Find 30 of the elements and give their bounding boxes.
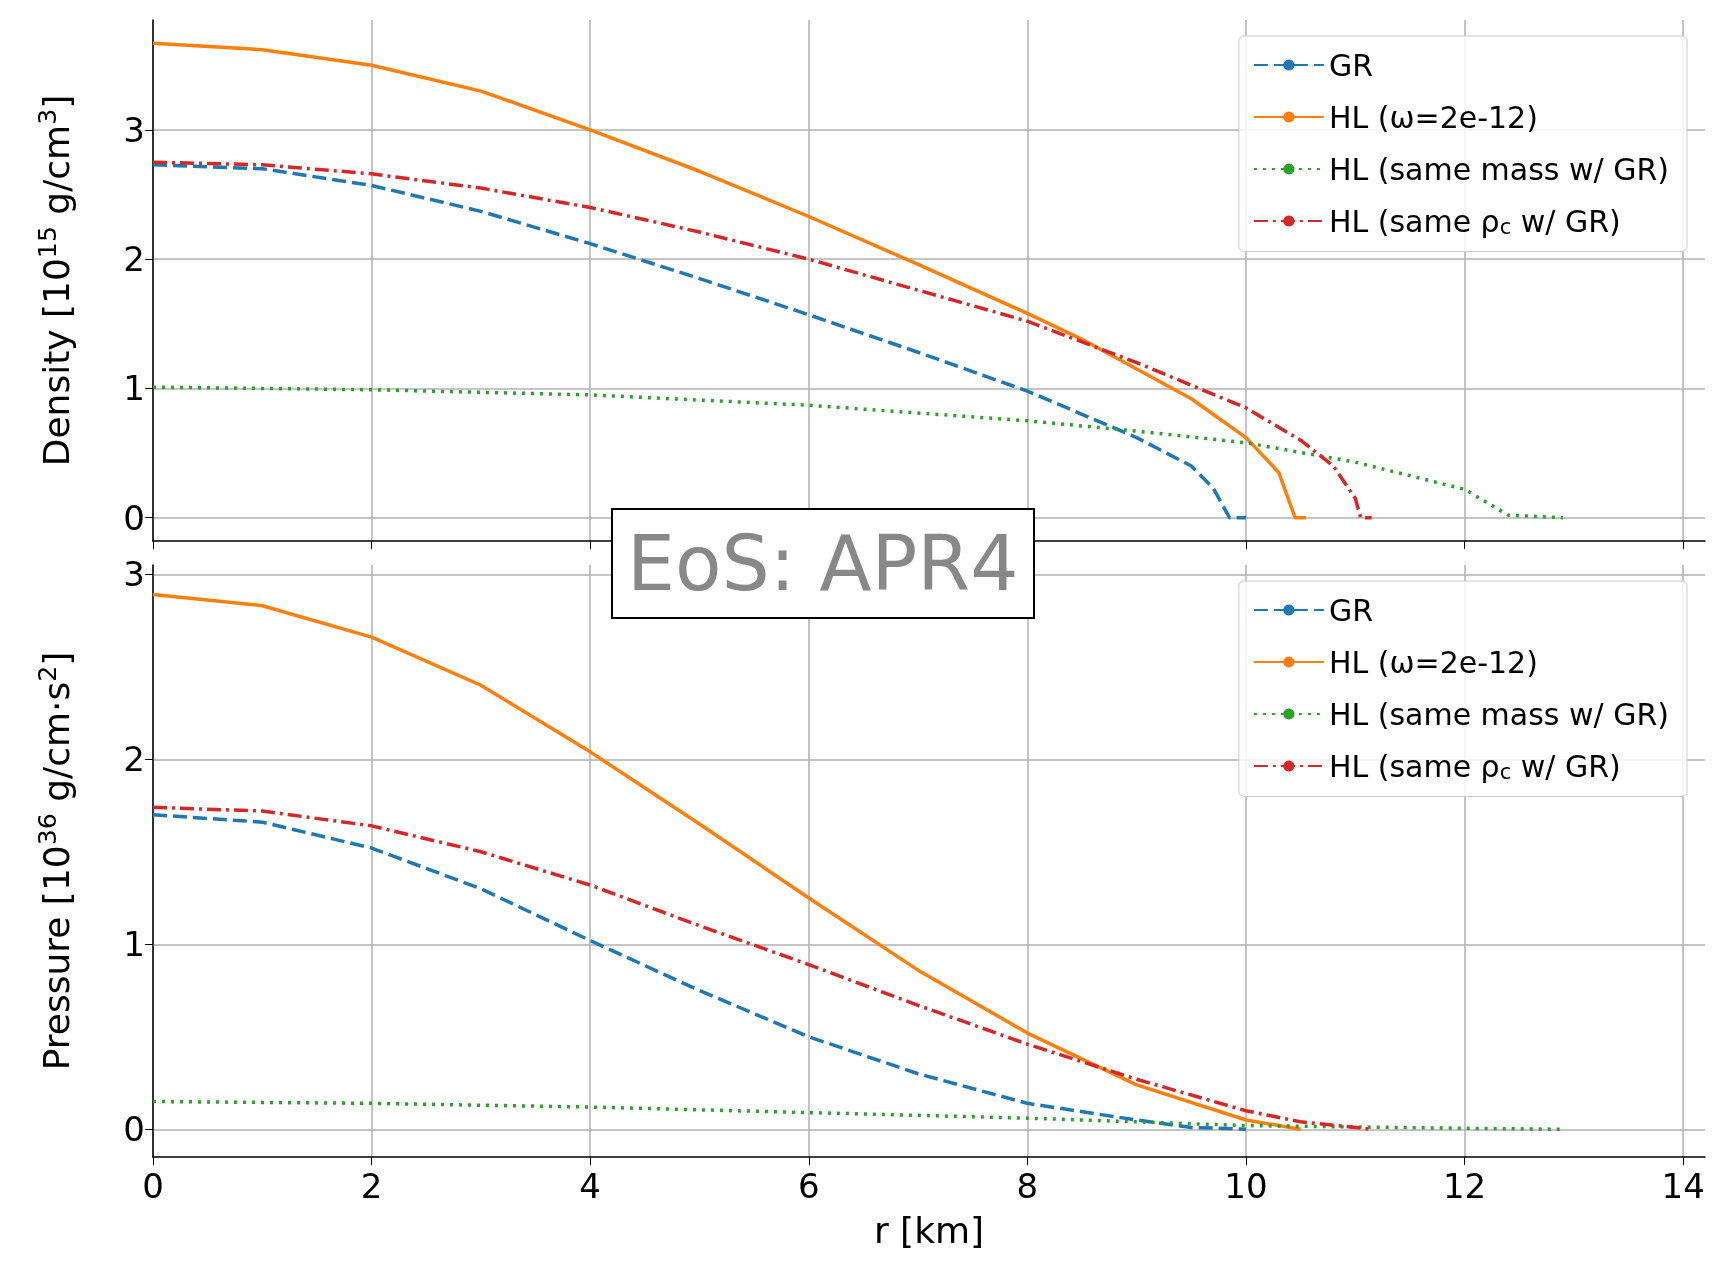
legend-label: GR (1328, 592, 1373, 628)
y-tick-label: 2 (123, 739, 145, 780)
y-tick-label: 1 (123, 368, 145, 409)
y-tick-label: 1 (123, 924, 145, 965)
legend-label: HL (same mass w/ GR) (1328, 151, 1669, 187)
line-series (151, 41, 1308, 520)
x-tick-label: 14 (1661, 1166, 1705, 1206)
y-axis-title: Pressure [1036 g/cm·s2] (33, 651, 77, 1071)
x-tick-label: 8 (1016, 1166, 1039, 1206)
x-axis-title: r [km] (873, 1209, 985, 1251)
y-axis-title: Density [1015 g/cm3] (33, 94, 77, 467)
legend-label: HL (same mass w/ GR) (1328, 696, 1669, 732)
line-series (151, 385, 1565, 520)
x-tick-label: 2 (360, 1166, 383, 1206)
legend-label: GR (1328, 47, 1373, 83)
legend-label: HL (ω=2e-12) (1328, 99, 1538, 135)
annotation: EoS: APR4 (611, 508, 1035, 619)
y-tick-label: 2 (123, 239, 145, 280)
x-tick-label: 4 (579, 1166, 601, 1206)
y-tick-label: 3 (123, 109, 145, 150)
y-tick-label: 0 (123, 497, 145, 538)
legend-label: HL (same ρc w/ GR) (1328, 748, 1621, 784)
legend-label: HL (ω=2e-12) (1328, 644, 1538, 680)
x-tick-label: 12 (1442, 1166, 1487, 1206)
line-series (151, 592, 1303, 1131)
legend-label: HL (same ρc w/ GR) (1328, 203, 1621, 239)
x-tick-label: 6 (797, 1166, 820, 1206)
x-tick-label: 10 (1224, 1166, 1268, 1206)
y-tick-label: 3 (123, 554, 145, 595)
y-tick-label: 0 (123, 1109, 145, 1150)
